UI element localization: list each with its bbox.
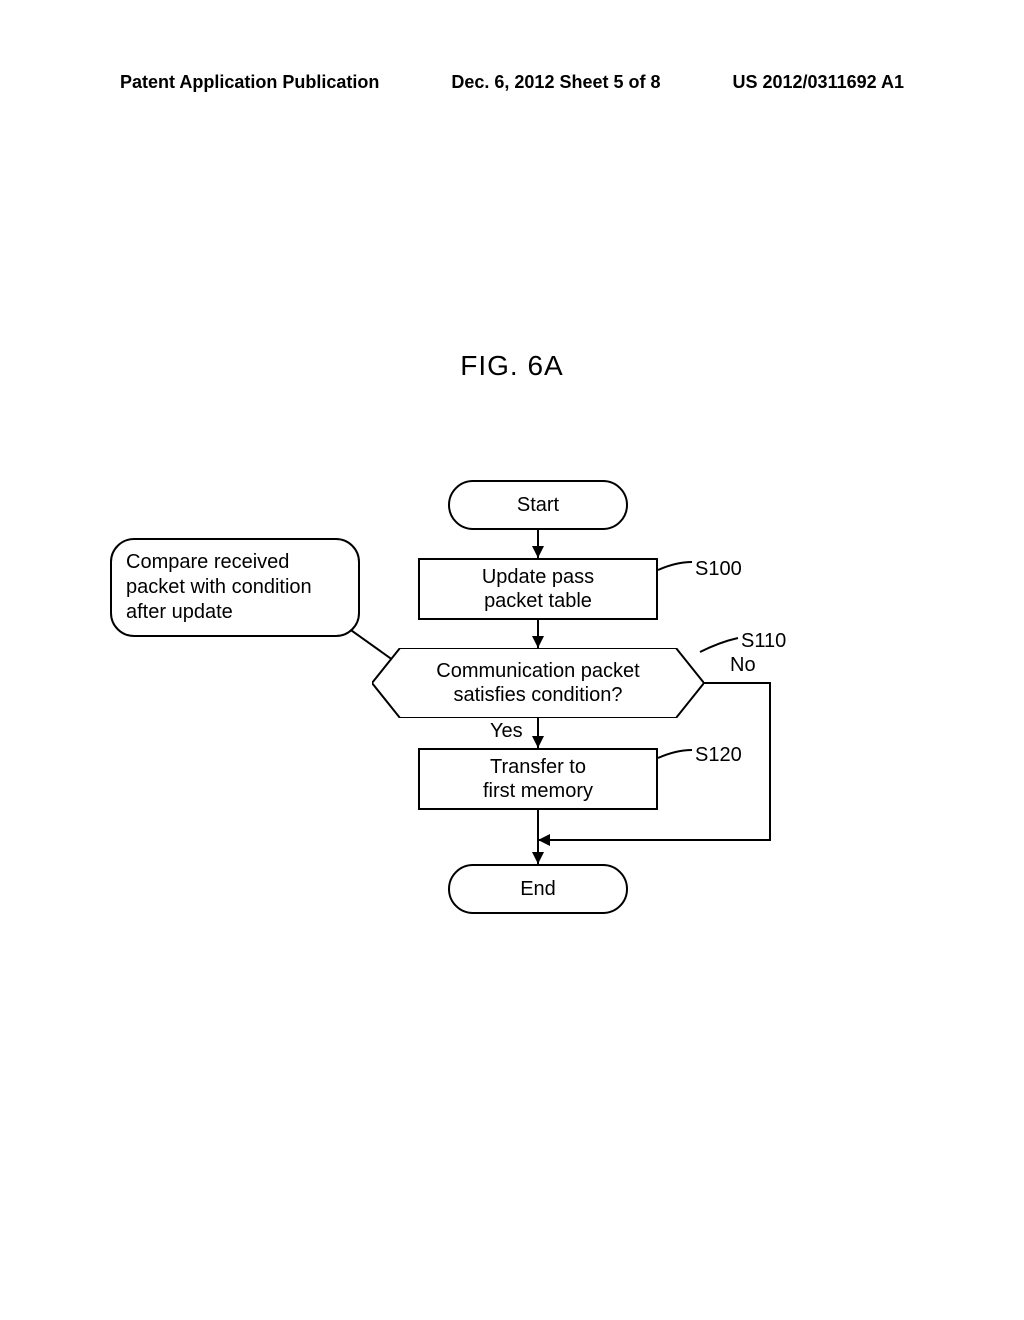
header-left: Patent Application Publication xyxy=(120,72,379,93)
ref-s120: S120 xyxy=(695,744,742,767)
header-center: Dec. 6, 2012 Sheet 5 of 8 xyxy=(451,72,660,93)
node-s100-label: Update pass packet table xyxy=(482,565,594,613)
page-header: Patent Application Publication Dec. 6, 2… xyxy=(0,72,1024,93)
node-s120: Transfer to first memory xyxy=(418,748,658,810)
ref-s110: S110 xyxy=(741,630,786,653)
node-s110: Communication packet satisfies condition… xyxy=(372,648,704,718)
node-end-label: End xyxy=(520,878,556,901)
header-right: US 2012/0311692 A1 xyxy=(733,72,904,93)
node-start: Start xyxy=(448,480,628,530)
node-s100: Update pass packet table xyxy=(418,558,658,620)
node-start-label: Start xyxy=(517,494,559,517)
figure-title: FIG. 6A xyxy=(0,350,1024,382)
label-no: No xyxy=(730,654,756,677)
node-s110-label: Communication packet satisfies condition… xyxy=(436,659,639,707)
label-yes: Yes xyxy=(490,720,523,743)
node-s120-label: Transfer to first memory xyxy=(483,755,593,803)
callout: Compare received packet with condition a… xyxy=(110,538,360,637)
leader-s110 xyxy=(700,638,738,652)
leader-s120 xyxy=(658,750,692,758)
callout-label: Compare received packet with condition a… xyxy=(126,551,312,623)
leader-s100 xyxy=(658,562,692,570)
ref-s100: S100 xyxy=(695,558,742,581)
node-end: End xyxy=(448,864,628,914)
flowchart-diagram: Start Update pass packet table S100 Comm… xyxy=(0,480,1024,980)
